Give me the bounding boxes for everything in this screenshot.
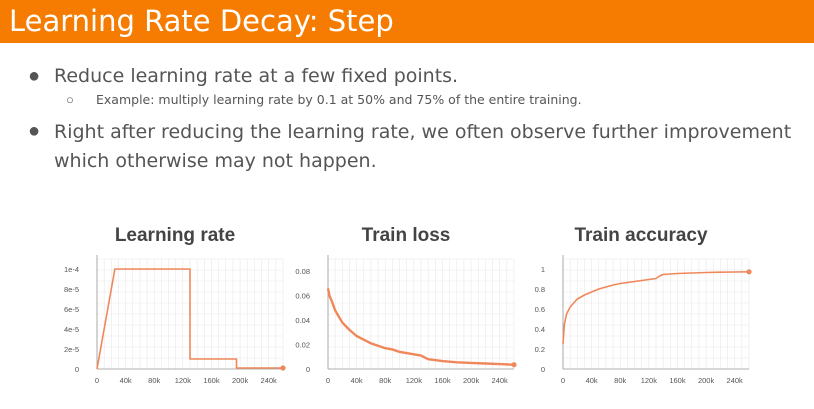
sub-bullet-text: Example: multiply learning rate by 0.1 a…	[96, 92, 582, 107]
chart-learning-rate: Learning rate 0 40k 80k 120k 160k 200k 240k 0 2e…	[55, 225, 295, 405]
x-tick-label: 200k	[463, 376, 480, 385]
title-bar: Learning Rate Decay: Step	[0, 0, 814, 43]
series-end-point	[280, 365, 286, 371]
y-tick-label: 1	[541, 265, 545, 274]
x-tick-label: 0	[95, 376, 99, 385]
y-tick-label: 2e-5	[64, 345, 79, 354]
bullet-list: ● Reduce learning rate at a few fixed po…	[0, 0, 814, 200]
series-line	[96, 268, 283, 370]
series-end-point	[746, 269, 752, 275]
chart-train-loss: Train loss 0 40k 80k 120k 160k 200k 240k 0 0.02 0…	[286, 225, 526, 405]
x-tick-label: 80k	[379, 376, 391, 385]
x-tick-label: 120k	[175, 376, 192, 385]
x-tick-label: 240k	[261, 376, 278, 385]
y-tick-label: 0.8	[535, 285, 545, 294]
x-tick-label: 40k	[120, 376, 132, 385]
y-tick-label: 0	[75, 365, 79, 374]
series-line	[562, 271, 750, 345]
chart-svg: 0 40k 80k 120k 160k 200k 240k 0 0.2 0.4 0.6 0.8 1	[535, 255, 752, 385]
chart-title: Train loss	[361, 225, 451, 246]
x-tick-label: 0	[561, 376, 565, 385]
chart-train-accuracy: Train accuracy 0 40k 80k 120k 160k 200k 240k 0 0…	[521, 225, 761, 405]
x-tick-label: 120k	[641, 376, 658, 385]
chart-svg: 0 40k 80k 120k 160k 200k 240k 0 2e-5 4e-5 6e-5 8e-5…	[64, 255, 286, 385]
x-tick-label: 0	[326, 376, 330, 385]
x-tick-label: 160k	[434, 376, 451, 385]
y-tick-label: 0.6	[535, 305, 545, 314]
y-tick-label: 0	[306, 365, 310, 374]
series-end-point	[511, 362, 517, 368]
sub-bullet-circle-icon: ○	[66, 92, 74, 107]
y-tick-label: 4e-5	[64, 325, 79, 334]
bullet-dot-icon: ●	[28, 120, 41, 142]
y-tick-label: 0.02	[295, 341, 310, 350]
bullet-text: Reduce learning rate at a few fixed poin…	[54, 65, 459, 87]
y-tick-label: 0	[541, 365, 545, 374]
x-tick-label: 200k	[698, 376, 715, 385]
x-tick-label: 120k	[406, 376, 423, 385]
chart-title: Train accuracy	[574, 225, 708, 246]
x-tick-label: 160k	[669, 376, 686, 385]
series-line	[326, 288, 515, 366]
y-tick-label: 0.04	[295, 316, 310, 325]
y-tick-label: 0.08	[295, 267, 310, 276]
y-tick-label: 0.06	[295, 292, 310, 301]
y-tick-label: 6e-5	[64, 305, 79, 314]
x-tick-label: 40k	[586, 376, 598, 385]
x-tick-label: 240k	[727, 376, 744, 385]
chart-title: Learning rate	[114, 225, 236, 246]
y-tick-label: 8e-5	[64, 285, 79, 294]
y-tick-label: 0.4	[535, 325, 545, 334]
bullet-dot-icon: ●	[28, 65, 41, 87]
chart-svg: 0 40k 80k 120k 160k 200k 240k 0 0.02 0.04 0.06 0.08	[295, 255, 517, 385]
x-tick-label: 80k	[148, 376, 160, 385]
x-tick-label: 240k	[492, 376, 509, 385]
bullet-text: Right after reducing the learning rate, …	[54, 121, 792, 172]
x-tick-label: 40k	[351, 376, 363, 385]
slide-title: Learning Rate Decay: Step	[9, 4, 394, 38]
x-tick-label: 200k	[232, 376, 249, 385]
y-tick-label: 1e-4	[64, 265, 79, 274]
x-tick-label: 160k	[203, 376, 220, 385]
x-tick-label: 80k	[614, 376, 626, 385]
y-tick-label: 0.2	[535, 345, 545, 354]
